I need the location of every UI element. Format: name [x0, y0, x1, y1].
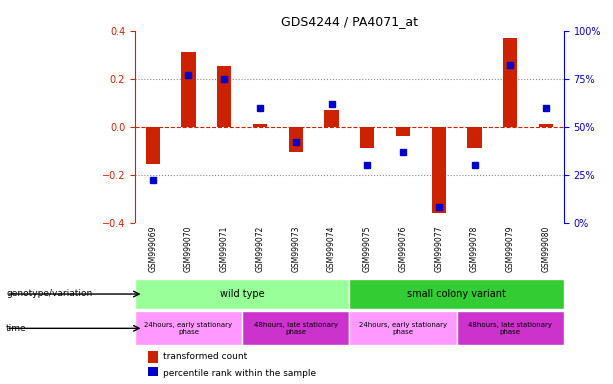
- Text: time: time: [6, 324, 27, 333]
- Bar: [503, 38, 517, 127]
- Bar: [360, 127, 375, 148]
- Text: GSM999075: GSM999075: [363, 225, 372, 272]
- FancyBboxPatch shape: [457, 311, 564, 346]
- Text: GSM999076: GSM999076: [398, 225, 408, 272]
- Bar: [253, 124, 267, 127]
- Text: GSM999072: GSM999072: [256, 225, 265, 272]
- Text: wild type: wild type: [220, 289, 264, 299]
- FancyBboxPatch shape: [349, 279, 564, 309]
- Text: GSM999070: GSM999070: [184, 225, 193, 272]
- Bar: [324, 110, 338, 127]
- Bar: [217, 66, 232, 127]
- Text: GSM999078: GSM999078: [470, 225, 479, 272]
- FancyBboxPatch shape: [135, 311, 242, 346]
- Text: GSM999077: GSM999077: [434, 225, 443, 272]
- Text: GSM999073: GSM999073: [291, 225, 300, 272]
- Text: 24hours, early stationary
phase: 24hours, early stationary phase: [145, 322, 232, 335]
- FancyBboxPatch shape: [349, 311, 457, 346]
- Text: small colony variant: small colony variant: [407, 289, 506, 299]
- Text: 48hours, late stationary
phase: 48hours, late stationary phase: [254, 322, 338, 335]
- Bar: [432, 127, 446, 213]
- Bar: [181, 52, 196, 127]
- Bar: [289, 127, 303, 152]
- FancyBboxPatch shape: [135, 279, 349, 309]
- FancyBboxPatch shape: [242, 311, 349, 346]
- Title: GDS4244 / PA4071_at: GDS4244 / PA4071_at: [281, 15, 418, 28]
- Text: percentile rank within the sample: percentile rank within the sample: [163, 369, 316, 378]
- Bar: [396, 127, 410, 136]
- Text: GSM999071: GSM999071: [219, 225, 229, 272]
- Text: GSM999080: GSM999080: [541, 225, 550, 272]
- Bar: [468, 127, 482, 148]
- Bar: [146, 127, 160, 164]
- Bar: [148, 351, 158, 363]
- Text: transformed count: transformed count: [163, 352, 247, 361]
- Text: GSM999069: GSM999069: [148, 225, 158, 272]
- Bar: [148, 367, 158, 379]
- Bar: [539, 124, 554, 127]
- Text: GSM999079: GSM999079: [506, 225, 515, 272]
- Text: 24hours, early stationary
phase: 24hours, early stationary phase: [359, 322, 447, 335]
- Text: GSM999074: GSM999074: [327, 225, 336, 272]
- Text: 48hours, late stationary
phase: 48hours, late stationary phase: [468, 322, 552, 335]
- Text: genotype/variation: genotype/variation: [6, 289, 93, 298]
